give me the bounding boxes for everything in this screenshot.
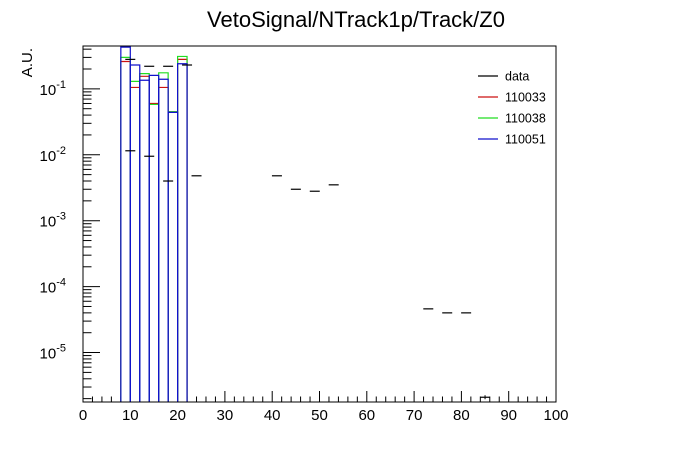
histogram-bin — [120, 46, 131, 402]
legend-label: 110033 — [505, 91, 546, 105]
histogram-bin — [177, 58, 188, 402]
y-tick-label: 10-3 — [40, 211, 66, 231]
x-tick-label: 40 — [264, 407, 281, 424]
x-tick-label: 80 — [453, 407, 470, 424]
histogram-bin — [129, 86, 141, 402]
legend-entry: 110033 — [478, 91, 546, 105]
series-layer — [120, 46, 491, 402]
y-tick-label: 10-4 — [40, 277, 66, 297]
legend-entry: 110051 — [478, 133, 546, 147]
legend-label: data — [505, 70, 529, 84]
legend-label: 110051 — [505, 133, 546, 147]
histogram-bin — [158, 78, 169, 402]
legend-entry: data — [478, 70, 529, 84]
legend-entry: 110038 — [478, 112, 546, 126]
y-tick-label: 10-1 — [40, 79, 66, 99]
x-tick-label: 70 — [406, 407, 423, 424]
x-tick-label: 10 — [122, 407, 139, 424]
x-tick-label: 100 — [543, 407, 568, 424]
histogram-bin — [129, 80, 141, 402]
histogram-bin — [139, 79, 150, 402]
legend-label: 110038 — [505, 112, 546, 126]
chart-title: VetoSignal/NTrack1p/Track/Z0 — [207, 7, 505, 32]
histogram-bin — [139, 73, 150, 402]
histogram-bin — [177, 55, 188, 402]
plot-frame — [82, 45, 557, 403]
axis-tick-labels: 0 10 20 30 40 50 60 70 80 90 100 10-1 10-2 10-3 10-4 10… — [40, 79, 569, 424]
y-tick-label: 10-2 — [40, 145, 66, 165]
x-tick-label: 20 — [169, 407, 186, 424]
histogram-bin — [120, 56, 131, 402]
x-tick-label: 50 — [311, 407, 328, 424]
x-tick-label: 90 — [500, 407, 517, 424]
axis-ticks — [82, 48, 557, 402]
plot-frame-border — [82, 45, 557, 403]
histogram-bin — [167, 111, 179, 402]
histogram-bin — [148, 102, 160, 402]
series-data — [125, 58, 491, 400]
histogram-bin — [129, 64, 141, 402]
histogram-bin — [158, 86, 169, 402]
histogram-bin — [139, 75, 150, 402]
histogram-bin — [158, 72, 169, 402]
y-axis-label: A.U. — [19, 48, 36, 77]
histogram-bin — [177, 63, 188, 402]
series-110051 — [120, 46, 188, 402]
y-tick-label: 10-5 — [40, 343, 66, 363]
histogram-bin — [148, 103, 160, 402]
histogram-bin — [167, 111, 179, 402]
histogram-bin — [148, 74, 160, 402]
histogram-bin — [167, 111, 179, 402]
x-tick-label: 60 — [358, 407, 375, 424]
legend: data 110033 110038 110051 — [478, 70, 546, 147]
x-tick-label: 0 — [79, 407, 87, 424]
x-tick-label: 30 — [217, 407, 234, 424]
histogram-bin — [120, 60, 131, 402]
